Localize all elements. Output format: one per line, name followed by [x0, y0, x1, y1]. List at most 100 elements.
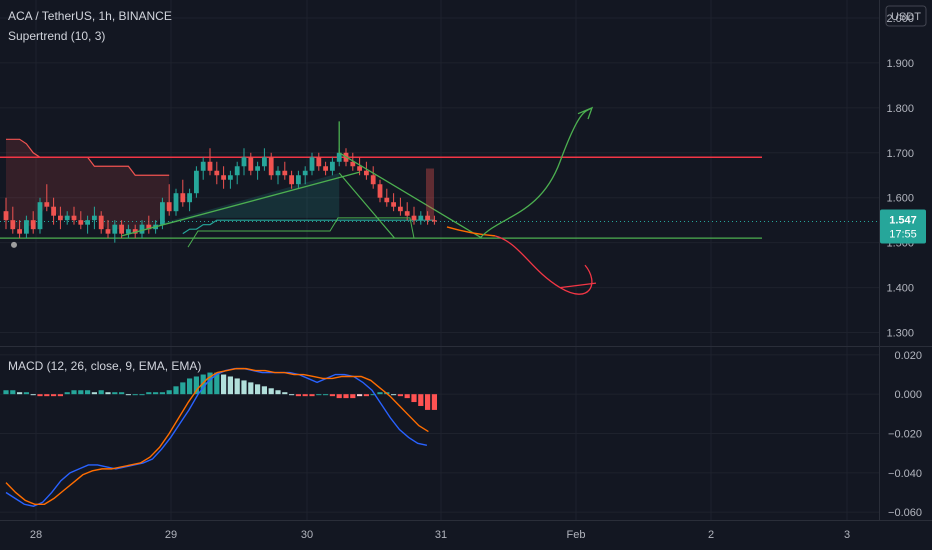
macd-histogram-bar	[146, 392, 152, 395]
candle-body	[391, 202, 396, 207]
symbol-legend[interactable]: ACA / TetherUS, 1h, BINANCE	[8, 9, 172, 23]
candle-body	[194, 170, 199, 194]
macd-tick: 0.000	[894, 389, 922, 401]
macd-histogram-bar	[166, 390, 172, 395]
candle-body	[173, 193, 179, 212]
candle-body	[255, 166, 260, 171]
candle-body	[316, 157, 322, 167]
macd-histogram-bar	[268, 388, 274, 395]
bullish-scenario-arrow	[479, 106, 594, 239]
candle-body	[30, 220, 36, 230]
macd-tick: −0.020	[888, 429, 922, 441]
drawings-layer	[11, 106, 597, 295]
macd-histogram-bar	[431, 394, 437, 410]
grid-lines	[0, 0, 879, 520]
supertrend-up-line	[182, 219, 435, 235]
supertrend-up-fill	[121, 173, 340, 235]
macd-histogram-bar	[187, 378, 193, 395]
macd-histogram-bar	[248, 382, 254, 395]
candle-body	[350, 161, 356, 167]
candle-body	[268, 157, 274, 176]
price-tick: 1.400	[886, 283, 914, 295]
currency-box[interactable]	[885, 5, 927, 27]
macd-histogram-bar	[329, 394, 335, 397]
candle-body	[37, 202, 43, 230]
macd-histogram-bar	[370, 394, 376, 396]
candle-body	[187, 193, 192, 203]
candle-body	[207, 161, 213, 171]
macd-tick: −0.040	[888, 468, 922, 480]
macd-histogram-bar	[125, 394, 131, 396]
macd-histogram-bar	[411, 394, 417, 403]
candle-body	[98, 215, 104, 230]
candle-body	[71, 215, 77, 221]
macd-histogram-bar	[105, 392, 111, 395]
macd-histogram-bar	[391, 394, 397, 396]
candle-body	[126, 229, 131, 234]
macd-histogram-bar	[139, 394, 145, 396]
candle-body	[24, 220, 29, 234]
candle-body	[214, 170, 220, 176]
price-tick: 1.700	[886, 148, 914, 160]
time-tick: 28	[30, 529, 42, 541]
candle-body	[105, 229, 111, 234]
candle-body	[330, 161, 335, 171]
candle-body	[398, 206, 403, 212]
macd-histogram-bar	[91, 392, 97, 395]
macd-histogram-bar	[98, 390, 104, 395]
candle-body	[85, 220, 90, 225]
candle-body	[228, 175, 233, 180]
macd-histogram-bar	[418, 394, 424, 406]
candle-body	[166, 202, 172, 212]
price-tick: 1.900	[886, 58, 914, 70]
macd-histogram-bar	[44, 394, 50, 397]
indicator-legend[interactable]: Supertrend (10, 3)	[8, 29, 106, 43]
time-axis[interactable]: 28 29 30 31 Feb 2 3	[30, 529, 850, 541]
time-tick: 3	[844, 529, 850, 541]
candle-body	[44, 202, 50, 207]
macd-histogram-bar	[37, 394, 43, 397]
candle-body	[119, 224, 124, 234]
candle-body	[289, 175, 294, 185]
candle-body	[139, 224, 145, 234]
macd-histogram-bar	[255, 384, 261, 395]
candle-body	[418, 215, 424, 221]
macd-histogram-bar	[173, 386, 179, 395]
time-tick: 31	[435, 529, 447, 541]
macd-histogram-bar	[57, 394, 63, 397]
candle-body	[432, 220, 437, 222]
candle-body	[296, 175, 301, 185]
macd-histogram-bar	[336, 394, 342, 399]
macd-histogram-bar	[51, 394, 57, 397]
candle-body	[323, 166, 328, 171]
candle-body	[377, 184, 383, 198]
candle-body	[364, 170, 369, 176]
time-tick: 29	[165, 529, 177, 541]
candle-body	[92, 215, 97, 221]
macd-legend[interactable]: MACD (12, 26, close, 9, EMA, EMA)	[8, 359, 202, 373]
price-badge: 1.547 17:55	[880, 209, 926, 244]
marker-dot	[11, 241, 17, 248]
macd-histogram-bar	[17, 392, 23, 395]
macd-histogram-bar	[214, 372, 220, 395]
candle-body	[248, 157, 254, 171]
macd-axis[interactable]: 0.020 0.000 −0.020 −0.040 −0.060	[888, 350, 922, 519]
macd-histogram-bar	[30, 394, 36, 396]
currency-label: USDT	[891, 11, 921, 23]
macd-histogram-bar	[241, 380, 247, 395]
macd-histogram-bar	[377, 392, 383, 395]
candle-body	[10, 220, 16, 230]
macd-histogram-bar	[200, 374, 206, 395]
candle-body	[17, 229, 22, 234]
candle-body	[160, 202, 165, 225]
macd-histogram-bar	[275, 390, 281, 395]
candle-body	[302, 170, 308, 176]
macd-histogram-bar	[180, 382, 186, 395]
drawings-back-layer	[0, 156, 879, 239]
macd-histogram-bar	[397, 394, 403, 397]
macd-histogram-bar	[3, 390, 9, 395]
macd-histogram-bar	[323, 394, 329, 396]
